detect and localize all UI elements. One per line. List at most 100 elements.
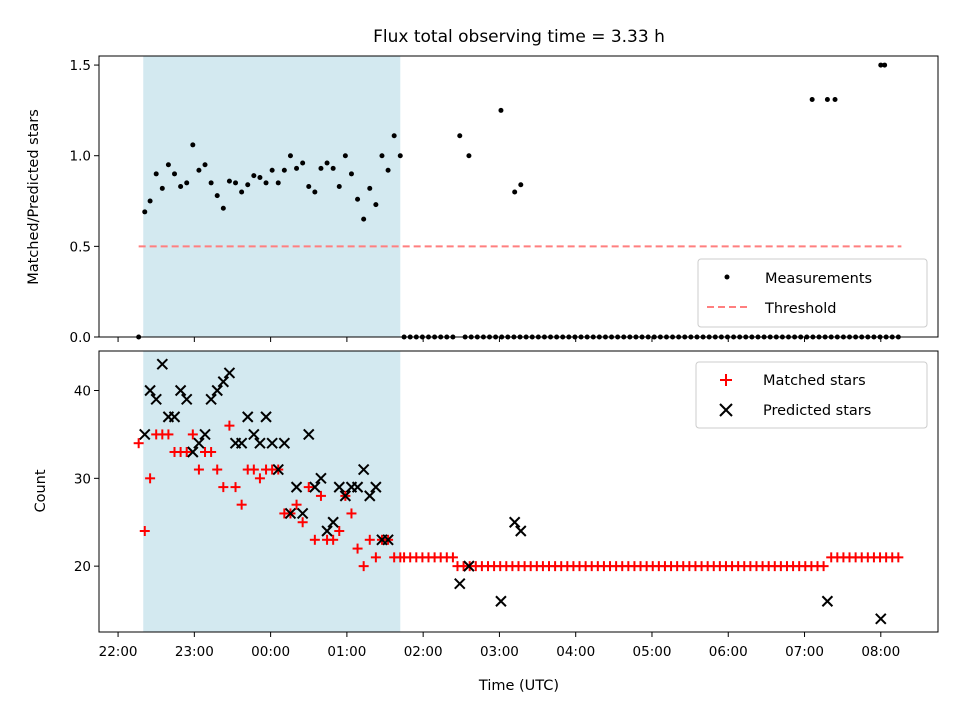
measurement-point	[342, 153, 348, 159]
matched-star-point	[818, 561, 829, 572]
bottom-xtick-label: 23:00	[175, 644, 214, 660]
measurement-point	[385, 167, 391, 173]
matched-star-point	[447, 552, 458, 563]
matched-star-point	[328, 534, 339, 545]
measurement-point	[373, 202, 379, 208]
predicted-star-point	[242, 411, 254, 423]
matched-star-point	[358, 561, 369, 572]
measurement-point	[172, 171, 178, 177]
measurement-point	[318, 165, 324, 171]
bottom-ylabel: Count	[33, 469, 49, 512]
bottom-xtick-label: 03:00	[480, 644, 519, 660]
predicted-star-point	[370, 481, 382, 493]
matched-star-point	[236, 499, 247, 510]
legend-threshold-label: Threshold	[764, 301, 836, 317]
predicted-star-point	[272, 463, 284, 476]
predicted-star-point	[495, 595, 507, 607]
measurement-point	[190, 142, 196, 148]
bottom-xtick-label: 07:00	[785, 644, 824, 660]
measurement-point	[518, 182, 524, 188]
measurement-point	[153, 171, 159, 177]
matched-star-point	[346, 508, 357, 519]
predicted-star-point	[454, 577, 466, 590]
matched-star-point	[291, 499, 302, 510]
measurement-point	[348, 171, 354, 177]
top-shaded-span	[143, 56, 401, 337]
bottom-panel: 20 30 40 22:00 23:00 00:00 01:00 02:00 03:00 04:0…	[33, 350, 939, 694]
measurement-point	[226, 178, 232, 184]
legend-measurements-label: Measurements	[765, 271, 872, 287]
matched-star-point	[206, 446, 217, 457]
measurement-point	[165, 162, 171, 168]
top-ytick-label: 0.5	[70, 239, 91, 255]
chart-title: Flux total observing time = 3.33 h	[373, 27, 665, 47]
bottom-xtick-label: 04:00	[556, 644, 595, 660]
top-frame	[98, 55, 939, 338]
top-ytick-label: 0.0	[70, 330, 91, 346]
measurement-point	[263, 180, 269, 186]
predicted-star-point	[193, 437, 205, 449]
predicted-star-point	[217, 376, 230, 388]
measurement-point	[233, 180, 239, 186]
predicted-star-point	[205, 393, 217, 406]
measurement-point	[832, 97, 838, 103]
matched-star-point	[309, 534, 320, 545]
predicted-star-point	[150, 393, 162, 406]
top-panel: 0.0 0.5 1.0 1.5 Matched/Predicted stars Mea…	[26, 55, 939, 346]
predicted-star-point	[327, 516, 339, 528]
predicted-star-point	[315, 472, 327, 485]
bottom-ytick-label: 30	[74, 471, 91, 487]
measurement-point	[391, 133, 397, 139]
measurement-point	[457, 133, 463, 139]
measurement-point	[878, 62, 884, 68]
predicted-star-point	[174, 384, 187, 397]
predicted-star-point	[278, 437, 291, 449]
predicted-star-point	[235, 437, 248, 449]
bottom-xtick-label: 02:00	[404, 644, 443, 660]
matched-star-point	[193, 464, 204, 475]
matched-star-point	[364, 534, 375, 545]
predicted-star-point	[187, 446, 199, 458]
bottom-xtick-label: 01:00	[327, 644, 366, 660]
measurement-point	[147, 198, 153, 204]
matched-star-point	[187, 429, 198, 440]
measurement-point	[269, 167, 275, 173]
matched-star-point	[248, 464, 259, 475]
legend-predicted-marker	[719, 403, 733, 417]
bottom-xtick-label: 00:00	[251, 644, 290, 660]
measurement-point	[281, 167, 287, 173]
predicted-star-point	[357, 463, 370, 476]
bottom-xlabel: Time (UTC)	[478, 678, 559, 694]
predicted-star-point	[284, 507, 297, 520]
measurement-point	[824, 97, 830, 103]
measurement-point	[214, 193, 220, 199]
top-ytick-label: 1.0	[70, 149, 91, 165]
predicted-star-point	[290, 481, 303, 493]
measurement-point	[336, 184, 342, 190]
matched-star-point	[224, 420, 235, 431]
measurement-point	[275, 180, 281, 186]
measurement-point	[324, 160, 330, 166]
matched-star-point	[315, 490, 326, 501]
top-legend: Measurements Threshold	[697, 258, 928, 328]
predicted-star-point	[339, 490, 352, 502]
predicted-star-point	[156, 358, 169, 370]
measurement-point	[512, 189, 518, 195]
matched-star-point	[297, 517, 308, 528]
predicted-star-point	[875, 613, 887, 625]
predicted-star-point	[181, 393, 193, 406]
predicted-star-point	[309, 481, 321, 493]
predicted-star-point	[463, 560, 475, 572]
predicted-star-point	[515, 525, 527, 537]
predicted-star-point	[144, 384, 156, 397]
predicted-star-point	[248, 428, 260, 441]
measurement-point	[178, 184, 184, 190]
matched-star-point	[254, 473, 265, 484]
measurement-point	[196, 167, 202, 173]
measurement-point	[239, 189, 245, 195]
measurement-point	[202, 162, 208, 168]
top-legend-box	[697, 258, 928, 328]
measurement-point	[397, 153, 403, 159]
predicted-star-point	[266, 437, 278, 449]
